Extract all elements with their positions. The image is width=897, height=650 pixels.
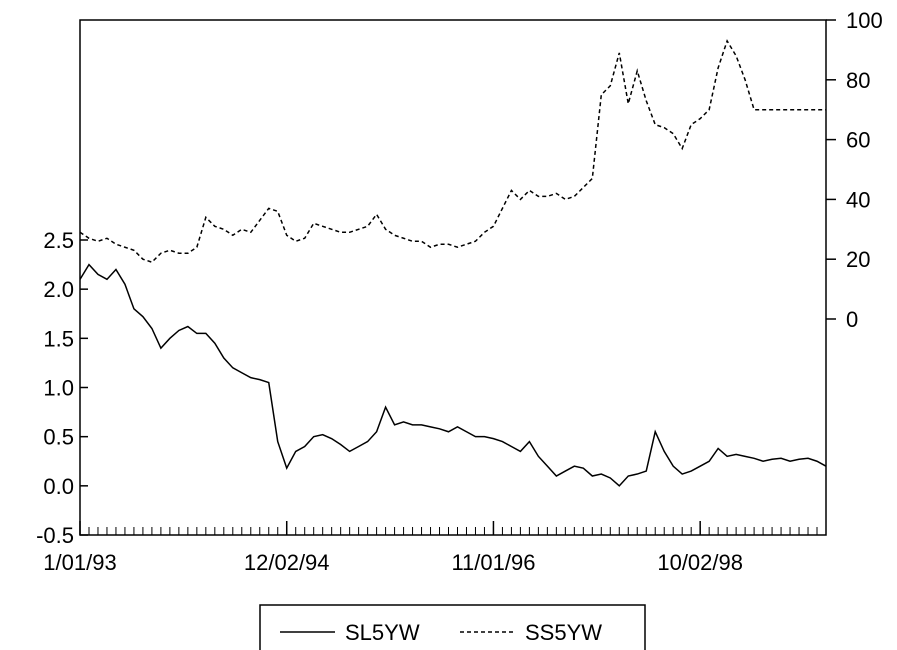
y-left-tick-label: 0.5 (43, 425, 74, 450)
series-line-sl5yw (79, 263, 827, 487)
y-axis-right: 0 20 40 60 80 100 (826, 8, 883, 332)
legend-label-ss5yw: SS5YW (525, 620, 602, 645)
y-right-tick-label: 100 (846, 8, 883, 33)
y-left-tick-label: -0.5 (36, 523, 74, 548)
legend: SL5YW SS5YW (259, 604, 646, 650)
x-tick-label: 12/02/94 (244, 550, 330, 575)
x-tick-label: 1/01/93 (43, 550, 116, 575)
plot-area (79, 19, 827, 536)
y-right-tick-label: 20 (846, 247, 870, 272)
series-line-ss5yw (79, 39, 826, 264)
y-left-tick-label: 0.0 (43, 474, 74, 499)
legend-label-sl5yw: SL5YW (345, 620, 420, 645)
y-left-tick-label: 1.0 (43, 376, 74, 401)
x-tick-label: 10/02/98 (657, 550, 743, 575)
y-right-tick-label: 40 (846, 187, 870, 212)
plot-frame (79, 19, 827, 536)
y-axis-left: -0.5 0.0 0.5 1.0 1.5 2.0 2.5 (36, 228, 88, 548)
x-axis: 1/01/93 12/02/94 11/01/96 10/02/98 (43, 521, 827, 575)
y-left-tick-label: 2.5 (43, 228, 74, 253)
y-right-tick-label: 80 (846, 68, 870, 93)
legend-box (259, 604, 646, 650)
x-tick-label: 11/01/96 (451, 550, 535, 575)
y-left-tick-label: 2.0 (43, 277, 74, 302)
y-right-tick-label: 0 (846, 307, 858, 332)
y-right-tick-label: 60 (846, 128, 870, 153)
series-layer (79, 39, 827, 487)
y-left-tick-label: 1.5 (43, 326, 74, 351)
